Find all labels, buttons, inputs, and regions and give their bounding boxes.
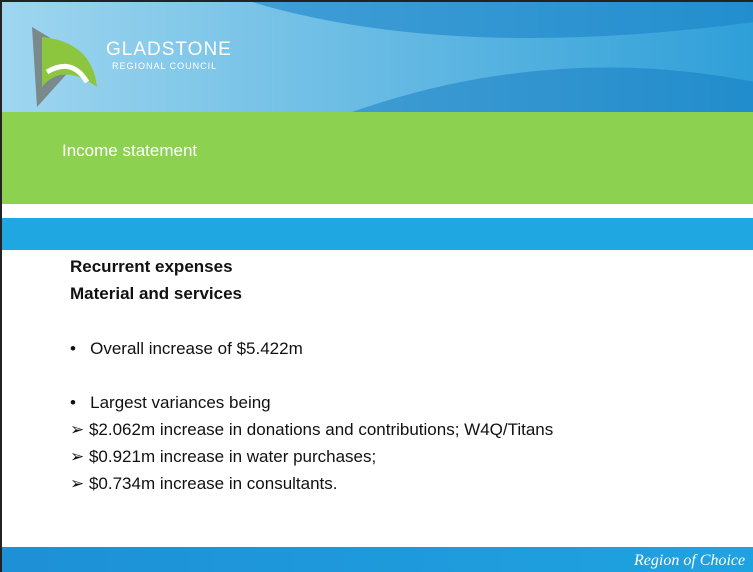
section-title: Income statement [62, 141, 197, 161]
bullet-text: Overall increase of $5.422m [90, 339, 303, 358]
slide: GLADSTONE REGIONAL COUNCIL Income statem… [0, 0, 753, 572]
heading: Material and services [70, 284, 242, 304]
sub-item: ➢ $2.062m increase in donations and cont… [70, 420, 553, 440]
sub-item: ➢ $0.921m increase in water purchases; [70, 447, 376, 467]
sub-item-text: $0.734m increase in consultants. [89, 474, 338, 493]
blue-band [2, 218, 753, 250]
bullet: • Largest variances being [70, 393, 271, 413]
org-name: GLADSTONE [106, 39, 232, 61]
sub-item-text: $2.062m increase in donations and contri… [89, 420, 553, 439]
heading: Recurrent expenses [70, 257, 233, 277]
tagline: Region of Choice [634, 552, 745, 570]
sub-item-text: $0.921m increase in water purchases; [89, 447, 376, 466]
org-subtitle: REGIONAL COUNCIL [112, 61, 217, 71]
bullet-text: Largest variances being [90, 393, 271, 412]
sub-item: ➢ $0.734m increase in consultants. [70, 474, 338, 494]
bullet: • Overall increase of $5.422m [70, 339, 303, 359]
